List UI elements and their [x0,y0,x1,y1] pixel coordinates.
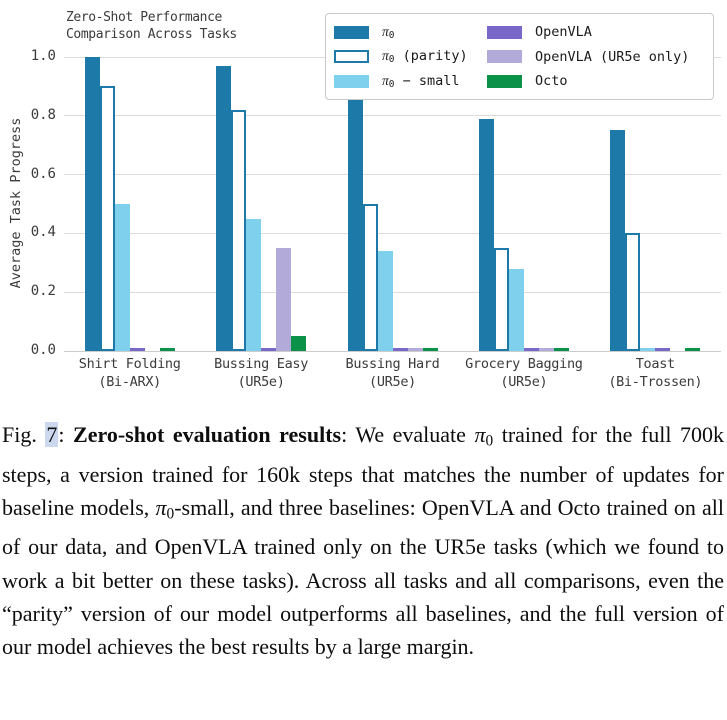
x-tick-robot-name: (UR5e) [500,374,548,390]
gridline-0.6 [64,174,721,176]
x-tick-task-name: Shirt Folding [78,356,181,372]
y-tick-label-0.4: 0.4 [30,224,56,241]
x-tick-label-bussing-hard: Bussing Hard (UR5e) [346,355,440,391]
bar-s1-grocery-bagging [494,248,509,351]
gridline-0.4 [64,232,721,234]
caption-segment-2: : [58,422,74,447]
bar-s5-bussing-easy [291,336,306,351]
bar-s3-bussing-hard [393,348,408,351]
pi-symbol: π [382,48,389,64]
bar-s3-shirt-folding [130,348,145,351]
bar-s0-bussing-easy [216,66,231,351]
pi-subscript: 0 [388,78,395,90]
x-tick-robot-name: (Bi-ARX) [98,374,161,390]
y-tick-label-1.0: 1.0 [30,48,56,64]
legend-column-2: OpenVLA OpenVLA (UR5e only) Octo [487,20,705,94]
y-tick-label-0.8: 0.8 [30,106,56,123]
x-tick-robot-name: (UR5e) [369,374,416,390]
gridline-0.8 [64,115,721,117]
bar-s3-toast [655,348,670,351]
legend-swatch-x [334,25,369,39]
bar-s1-bussing-hard [363,204,378,351]
caption-segment-0: Fig. [2,422,46,447]
x-tick-label-grocery-bagging: Grocery Bagging (UR5e) [465,355,583,391]
caption-segment-7: π0 [155,494,175,523]
x-tick-robot-name: (Bi-Trossen) [608,374,703,390]
figure-caption: Fig. 7: Zero-shot evaluation results: We… [2,418,724,663]
pi-subscript: 0 [388,54,395,66]
caption-segment-3: Zero-shot evaluation results [73,422,342,447]
x-tick-label-toast: Toast (Bi-Trossen) [608,355,702,391]
x-tick-label-bussing-easy: Bussing Easy (UR5e) [214,355,308,391]
legend-label-openvla-ur5e-only: OpenVLA (UR5e only) [535,48,690,65]
pi-subscript: 0 [166,505,175,523]
chart-title-line2: Comparison Across Tasks [66,26,237,42]
legend-swatch-small [334,74,369,88]
legend-item-parity: π0 (parity) [334,45,487,70]
bar-chart-figure: Zero-Shot Performance Comparison Across … [8,10,721,391]
bar-s2-bussing-easy [246,219,261,351]
bar-s4-bussing-hard [408,348,423,351]
y-tick-label-0.0: 0.0 [30,342,56,358]
legend-item-small: π0 − small [334,69,487,94]
caption-segment-8: -small, and three baselines: OpenVLA and… [2,494,724,659]
figure-ref-link[interactable]: 7 [45,422,59,447]
legend-label-small: π0 − small [382,72,460,90]
bar-s0-bussing-hard [348,95,363,351]
bar-s5-bussing-hard [423,348,438,351]
bar-s4-grocery-bagging [539,348,554,351]
pi-subscript: 0 [485,432,494,450]
legend-label-octo: Octo [535,73,568,90]
caption-segment-6: trained for the full 700k steps, a versi… [2,422,724,520]
bar-s2-grocery-bagging [509,269,524,351]
bar-s2-toast [640,348,655,351]
bar-s1-toast [625,233,640,351]
bar-s3-bussing-easy [261,348,276,351]
legend-item-x: π0 [334,20,487,45]
x-tick-task-name: Toast [635,356,675,372]
caption-segment-5: π0 [474,422,494,450]
pi-subscript: 0 [388,29,395,41]
legend-column-1: π0 π0 (parity) π0 − small [334,20,487,94]
bar-s4-bussing-easy [276,248,291,351]
legend-swatch-openvla-ur5e-only [487,50,522,64]
bar-s0-shirt-folding [85,57,100,351]
legend-label-x: π0 [382,24,394,41]
y-axis-label: Average Task Progress [8,117,24,289]
legend-item-octo: Octo [487,69,705,94]
bar-s0-toast [610,130,625,351]
bar-s1-bussing-easy [231,110,246,351]
legend-swatch-openvla [487,25,522,39]
legend-swatch-octo [487,74,522,88]
bar-s2-bussing-hard [378,251,393,351]
chart-title-line1: Zero-Shot Performance [66,10,222,25]
legend-label-parity: π0 (parity) [382,48,468,66]
gridline-0.0 [64,350,721,352]
legend-swatch-parity [334,50,369,64]
bar-s0-grocery-bagging [479,119,494,351]
legend-item-openvla: OpenVLA [487,20,705,45]
x-tick-robot-name: (UR5e) [237,374,285,390]
pi-symbol: π [474,422,486,447]
bar-s5-toast [685,348,700,351]
chart-title: Zero-Shot Performance Comparison Across … [66,10,237,43]
x-tick-label-shirt-folding: Shirt Folding (Bi-ARX) [79,355,181,391]
x-tick-task-name: Grocery Bagging [465,356,583,372]
pi-symbol: π [382,72,389,88]
x-tick-task-name: Bussing Hard [345,356,440,372]
caption-segment-4: : We evaluate [341,422,475,447]
x-tick-task-name: Bussing Easy [214,356,309,372]
bar-s2-shirt-folding [115,204,130,351]
legend-item-openvla-ur5e-only: OpenVLA (UR5e only) [487,45,705,70]
y-tick-label-0.6: 0.6 [30,165,56,182]
bar-s5-shirt-folding [160,348,175,351]
bar-s3-grocery-bagging [524,348,539,351]
pi-symbol: π [155,494,167,520]
pi-symbol: π [382,23,389,39]
y-tick-label-0.2: 0.2 [30,283,56,300]
legend-label-openvla: OpenVLA [535,24,592,41]
chart-legend: π0 π0 (parity) π0 − small OpenVLA OpenVLA (… [325,13,714,100]
bar-s5-grocery-bagging [554,348,569,351]
bar-s1-shirt-folding [100,86,115,351]
